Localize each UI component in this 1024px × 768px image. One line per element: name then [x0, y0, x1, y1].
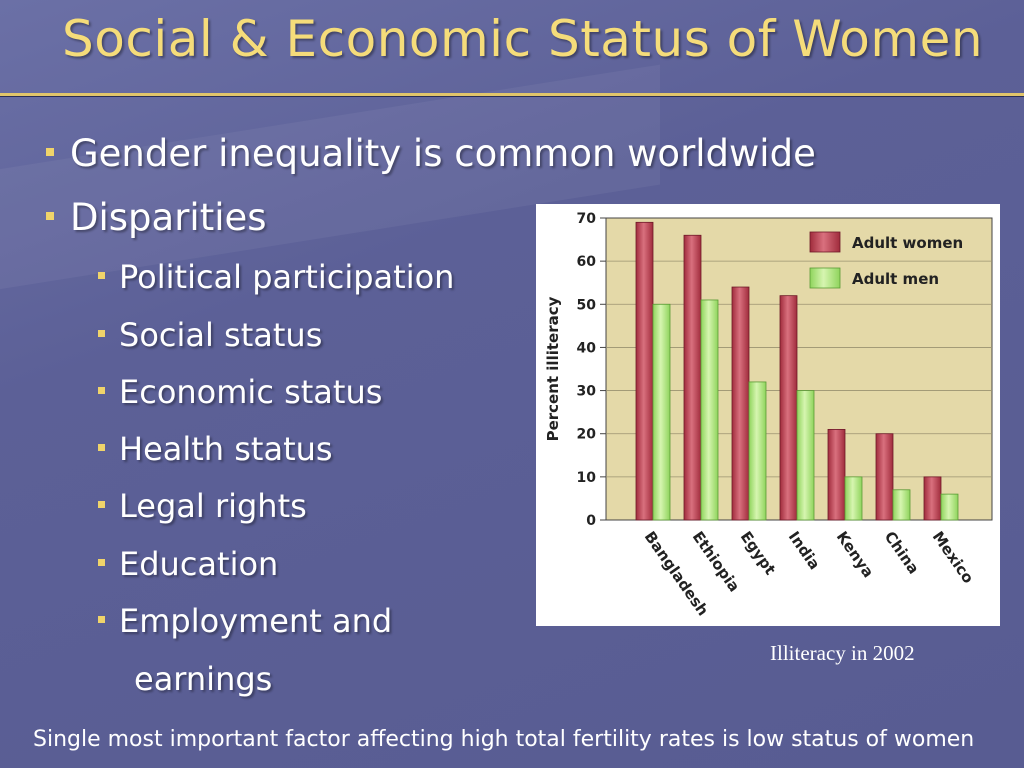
y-tick-label: 70 — [577, 211, 597, 227]
bullet-square-icon — [46, 211, 54, 220]
legend-swatch — [809, 231, 841, 253]
chart-bars — [635, 221, 959, 521]
sub-bullet-text: Employment and — [119, 602, 393, 640]
x-tick-label: Mexico — [929, 528, 978, 587]
bullet-square-icon — [98, 500, 105, 508]
bar-men — [940, 493, 959, 521]
x-tick-label: China — [881, 528, 923, 577]
legend-label: Adult men — [852, 270, 939, 288]
sub-bullet-item: Legal rights — [98, 487, 307, 525]
y-axis-tick-labels: 0 10 20 30 40 50 60 70 — [577, 211, 597, 529]
bar-women — [923, 476, 942, 521]
x-tick-label: Egypt — [737, 528, 780, 578]
bullet-item: Gender inequality is common worldwide — [46, 132, 816, 175]
bullet-square-icon — [98, 386, 105, 394]
bullet-item: Disparities — [46, 196, 267, 239]
bar-men — [700, 299, 719, 521]
bar-women — [779, 295, 798, 521]
bar-women — [827, 428, 846, 521]
x-tick-label: Kenya — [833, 528, 878, 581]
y-tick-label: 40 — [577, 340, 597, 356]
bar-women — [683, 234, 702, 521]
bar-men — [892, 489, 911, 521]
y-tick-label: 50 — [577, 297, 597, 313]
bar-women — [875, 433, 894, 521]
sub-bullet-continuation: earnings — [134, 660, 273, 698]
sub-bullet-item: Education — [98, 545, 278, 583]
sub-bullet-text: Health status — [119, 430, 333, 468]
sub-bullet-item: Political participation — [98, 258, 454, 296]
bar-men — [748, 381, 767, 521]
bar-men — [796, 390, 815, 521]
y-tick-label: 0 — [586, 513, 596, 529]
footer-note: Single most important factor affecting h… — [33, 727, 975, 752]
y-tick-label: 30 — [577, 384, 597, 400]
sub-bullet-item: Economic status — [98, 373, 382, 411]
bullet-text: Gender inequality is common worldwide — [70, 132, 816, 175]
x-tick-label: Ethiopia — [689, 528, 744, 595]
sub-bullet-item: Social status — [98, 316, 322, 354]
y-tick-label: 10 — [577, 470, 597, 486]
bullet-square-icon — [98, 329, 105, 337]
bullet-square-icon — [98, 615, 105, 623]
sub-bullet-text: Political participation — [119, 258, 455, 296]
legend-swatch — [809, 267, 841, 289]
sub-bullet-text: Legal rights — [119, 487, 307, 525]
sub-bullet-text: Social status — [119, 316, 323, 354]
y-axis-label: Percent illiteracy — [544, 296, 562, 441]
illiteracy-chart: 0 10 20 30 40 50 60 70 Bangladesh Ethiopia Egypt I… — [536, 204, 1000, 626]
bullet-text: Disparities — [70, 196, 267, 239]
bullet-square-icon — [46, 147, 54, 156]
chart-legend: Adult women Adult men — [809, 231, 963, 289]
y-tick-label: 20 — [577, 427, 597, 443]
bullet-square-icon — [98, 271, 105, 279]
sub-bullet-text: Economic status — [119, 373, 383, 411]
chart-caption: Illiteracy in 2002 — [770, 641, 915, 665]
bullet-square-icon — [98, 558, 105, 566]
bar-women — [731, 286, 750, 521]
sub-bullet-text: Education — [119, 545, 279, 583]
slide-title: Social & Economic Status of Women — [62, 10, 984, 68]
bar-men — [652, 303, 671, 521]
title-divider — [0, 93, 1024, 97]
x-tick-label: India — [785, 528, 824, 573]
sub-bullet-item: Employment and — [98, 602, 392, 640]
bar-men — [844, 476, 863, 521]
sub-bullet-item: Health status — [98, 430, 333, 468]
bullet-square-icon — [98, 443, 105, 451]
y-tick-label: 60 — [577, 254, 597, 270]
legend-label: Adult women — [852, 234, 963, 252]
bar-women — [635, 221, 654, 521]
